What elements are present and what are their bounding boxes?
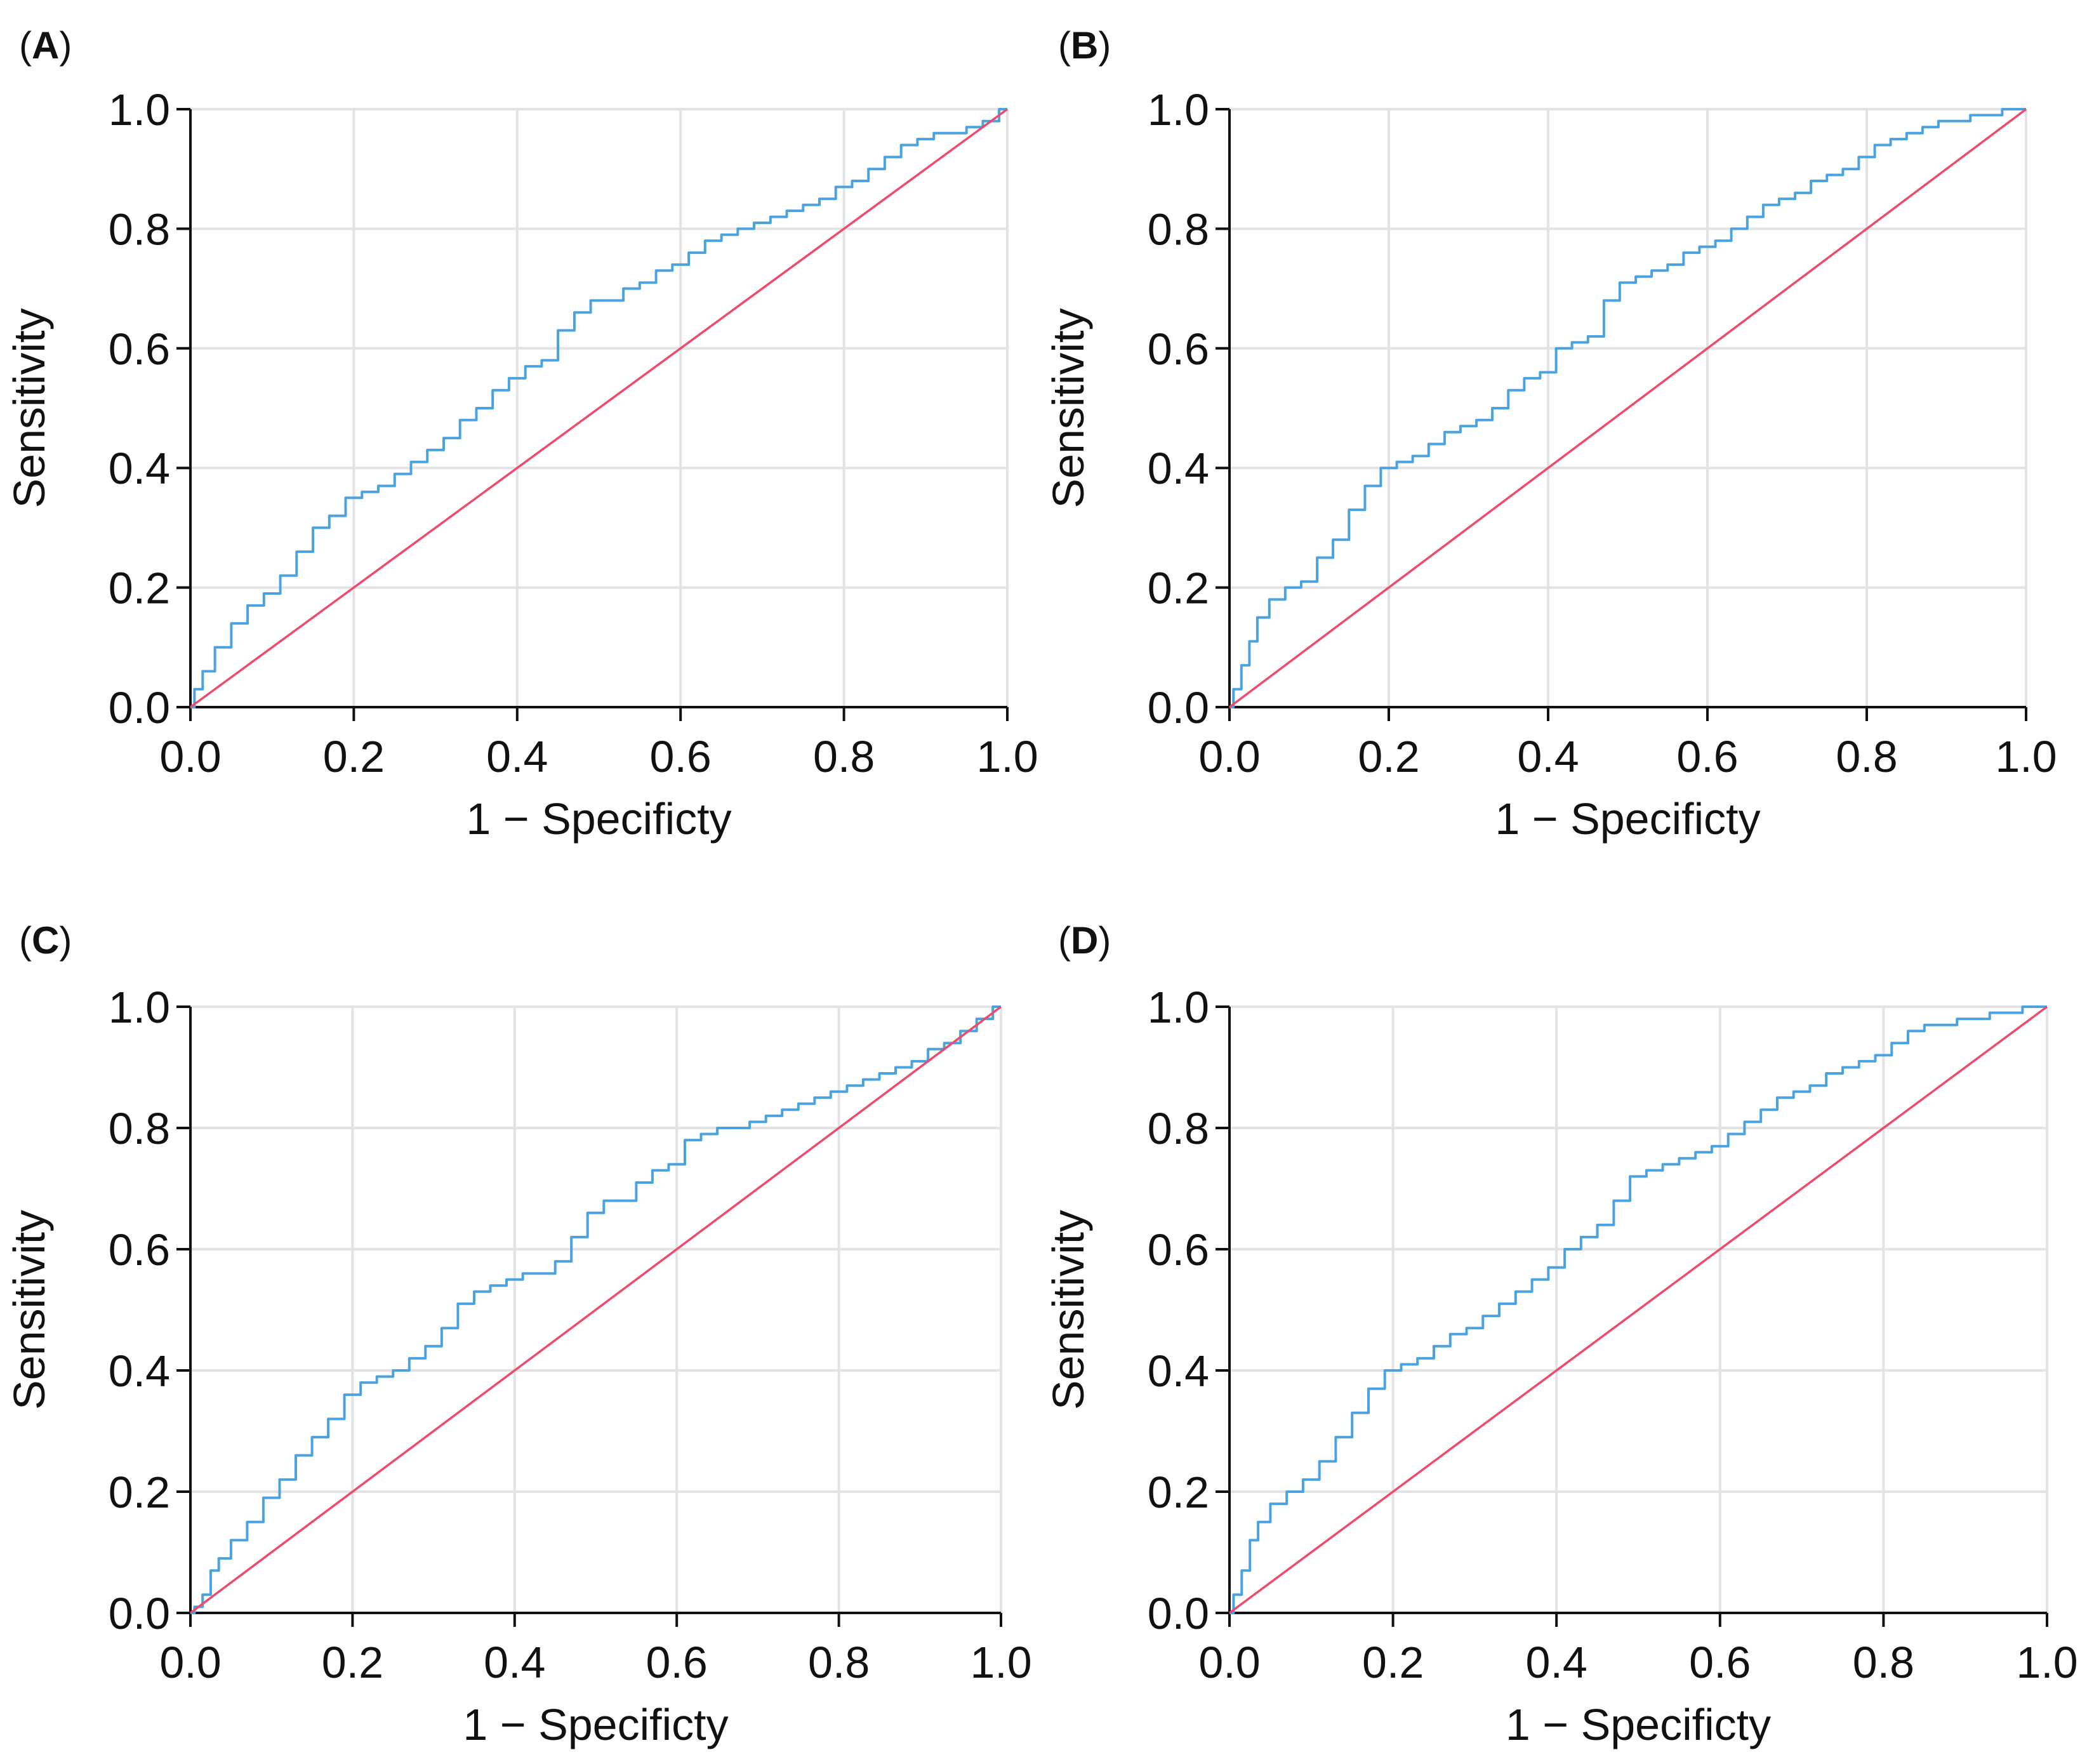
y-tick-label: 0.6	[109, 1225, 170, 1275]
x-tick-label: 0.0	[1198, 1638, 1260, 1687]
roc-panel-c: (C) 0.0 0.2 0.4 0.6 0.8 1.0 0.0 0.2 0.4 0.6 0.8 1.0 1…	[4, 919, 1032, 1749]
x-tick-label: 0.4	[1526, 1638, 1587, 1687]
roc-panel-d: (D) 0.0 0.2 0.4 0.6 0.8 1.0 0.0 0.2 0.4 0.6 0.8 1.0 1…	[1044, 919, 2078, 1749]
x-axis-title: 1 − Specificty	[1506, 1700, 1771, 1749]
roc-curve-line	[1229, 1005, 2047, 1614]
y-tick-label: 0.4	[109, 1346, 170, 1396]
x-tick-label: 0.8	[808, 1638, 870, 1687]
y-tick-label: 0.0	[1148, 683, 1209, 733]
y-tick-label: 0.2	[109, 1468, 170, 1517]
y-tick-label: 0.4	[1148, 444, 1209, 493]
x-tick-label: 0.6	[1676, 732, 1738, 781]
y-axis-title: Sensitivity	[1044, 1210, 1093, 1410]
roc-panel-a: (A) 0.0 0.2 0.4 0.6 0.8 1.0 0.0 0.2 0.4 0.6 0.8 1.0 1…	[4, 24, 1038, 844]
y-tick-label: 1.0	[109, 983, 170, 1032]
roc-curve-line	[190, 1005, 1001, 1614]
x-tick-label: 0.6	[646, 1638, 708, 1687]
panel-label: (C)	[19, 919, 72, 962]
y-tick-label: 0.4	[109, 444, 170, 493]
y-tick-label: 0.0	[109, 683, 170, 733]
y-tick-label: 0.8	[1148, 204, 1209, 254]
x-tick-label: 0.2	[323, 732, 385, 781]
x-tick-label: 0.4	[484, 1638, 545, 1687]
x-tick-label: 0.0	[1198, 732, 1260, 781]
y-tick-label: 1.0	[1148, 983, 1209, 1032]
reference-diagonal-line	[189, 1005, 1002, 1614]
y-tick-label: 0.6	[1148, 1225, 1209, 1275]
y-tick-label: 0.4	[1148, 1346, 1209, 1396]
x-axis-title: 1 − Specificty	[466, 794, 731, 844]
panel-label: (A)	[19, 24, 72, 67]
y-tick-label: 1.0	[1148, 85, 1209, 135]
y-axis-title: Sensitivity	[4, 308, 54, 508]
y-axis-title: Sensitivity	[4, 1210, 54, 1410]
x-axis-title: 1 − Specificty	[1495, 794, 1760, 844]
panel-letter: A	[32, 24, 59, 67]
x-tick-label: 0.0	[159, 732, 221, 781]
x-tick-label: 0.2	[1358, 732, 1419, 781]
reference-diagonal-line	[1228, 1005, 2048, 1614]
y-tick-label: 0.8	[109, 1104, 170, 1153]
x-tick-label: 1.0	[976, 732, 1038, 781]
panel-label: (D)	[1058, 919, 1111, 962]
roc-curve-line	[1229, 108, 2026, 708]
roc-panel-b: (B) 0.0 0.2 0.4 0.6 0.8 1.0 0.0 0.2 0.4 0.6 0.8 1.0 1…	[1044, 24, 2057, 844]
x-tick-label: 0.6	[1689, 1638, 1751, 1687]
y-tick-label: 0.0	[109, 1589, 170, 1638]
x-axis-title: 1 − Specificty	[463, 1700, 728, 1749]
roc-curve-line	[190, 108, 1007, 708]
x-tick-label: 0.2	[1362, 1638, 1424, 1687]
panel-letter: C	[32, 919, 59, 962]
reference-diagonal-line	[189, 108, 1009, 708]
x-tick-label: 0.2	[322, 1638, 383, 1687]
y-tick-label: 0.8	[1148, 1104, 1209, 1153]
x-tick-label: 0.8	[1853, 1638, 1914, 1687]
y-tick-label: 0.0	[1148, 1589, 1209, 1638]
y-tick-label: 0.2	[109, 564, 170, 613]
y-tick-label: 0.2	[1148, 1468, 1209, 1517]
x-tick-label: 1.0	[1995, 732, 2057, 781]
y-tick-label: 0.8	[109, 204, 170, 254]
x-tick-label: 0.4	[486, 732, 548, 781]
x-tick-label: 1.0	[970, 1638, 1031, 1687]
x-tick-label: 1.0	[2016, 1638, 2077, 1687]
x-tick-label: 0.4	[1517, 732, 1579, 781]
x-tick-label: 0.6	[650, 732, 712, 781]
y-tick-label: 0.6	[1148, 324, 1209, 374]
y-tick-label: 0.6	[109, 324, 170, 374]
x-tick-label: 0.0	[159, 1638, 221, 1687]
panel-letter: B	[1071, 24, 1098, 67]
y-tick-label: 0.2	[1148, 564, 1209, 613]
panel-label: (B)	[1058, 24, 1111, 67]
x-tick-label: 0.8	[813, 732, 875, 781]
y-axis-title: Sensitivity	[1044, 308, 1093, 508]
x-tick-label: 0.8	[1836, 732, 1897, 781]
y-tick-label: 1.0	[109, 85, 170, 135]
reference-diagonal-line	[1228, 108, 2027, 708]
panel-letter: D	[1071, 919, 1098, 962]
